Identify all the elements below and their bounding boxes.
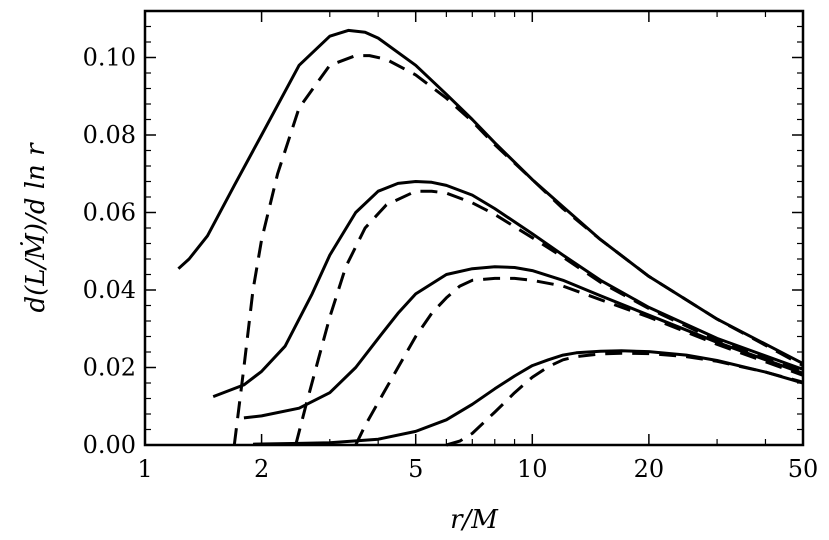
x-tick-label: 2 [254,455,269,483]
y-tick-label: 0.10 [83,44,136,72]
y-tick-label: 0.08 [83,121,136,149]
x-tick-label: 5 [408,455,423,483]
series-line-3 [212,180,804,399]
series-line-4 [294,189,804,446]
series-line-8 [445,351,804,447]
y-tick-label: 0.06 [83,199,136,227]
x-tick-label: 20 [634,455,665,483]
plot-frame [143,9,805,447]
x-tick-label: 1 [137,455,152,483]
y-tick-label: 0.02 [83,354,136,382]
series-line-1 [177,28,804,365]
series-line-5 [243,265,804,420]
series-line-2 [232,54,804,446]
x-axis-label: r/M [450,505,499,535]
series-line-7 [252,349,804,446]
x-tick-label: 10 [517,455,548,483]
y-tick-label: 0.04 [83,276,136,304]
series-layer [177,28,804,447]
x-tick-label: 50 [788,455,819,483]
tick-layer: 1 2 5 10 20 50 0.00 0.02 0.04 0.06 0.08 0.10 [83,11,819,483]
y-tick-label: 0.00 [83,431,136,459]
y-axis-label: d(L/Ṁ)/d ln r [20,142,51,313]
series-line-6 [354,276,804,446]
